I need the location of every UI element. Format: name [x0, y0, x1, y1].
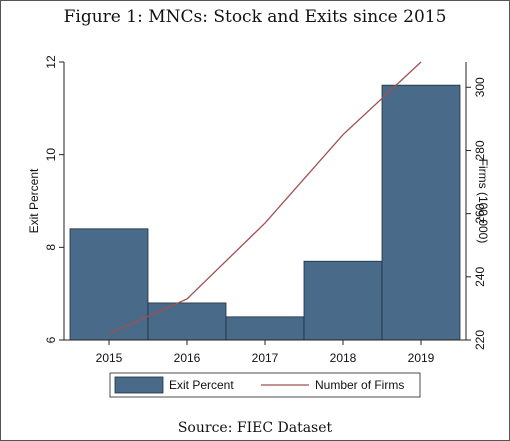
- line-number-of-firms: [108, 61, 422, 335]
- figure-title: Figure 1: MNCs: Stock and Exits since 20…: [63, 7, 447, 27]
- plot-area: 6 8 10 12 220 240 260 280 300 2015 2016 2017 2018 201…: [27, 55, 490, 398]
- legend-label-exit-percent: Exit Percent: [169, 378, 234, 392]
- bar-2019: [381, 84, 461, 341]
- y-left-axis-title: Exit Percent: [27, 168, 41, 233]
- y-left-tick-label-8: 8: [44, 244, 58, 251]
- y-right-tick-label-260: 260: [473, 203, 487, 223]
- y-right-tick-label-300: 300: [473, 77, 487, 97]
- y-right-tick-label-240: 240: [473, 266, 487, 286]
- bar-2017: [225, 316, 305, 341]
- legend-swatch-exit-percent: [114, 376, 164, 394]
- figure-source: Source: FIEC Dataset: [177, 420, 333, 436]
- x-tick-label-2015: 2015: [96, 351, 123, 365]
- bar-2018: [303, 260, 383, 341]
- x-tick-label-2017: 2017: [252, 351, 279, 365]
- x-tick-label-2016: 2016: [174, 351, 201, 365]
- y-left-tick-label-6: 6: [44, 336, 58, 343]
- y-right-tick-label-280: 280: [473, 140, 487, 160]
- legend-label-number-of-firms: Number of Firms: [315, 378, 404, 392]
- y-left-tick-label-12: 12: [44, 55, 58, 69]
- x-tick-label-2018: 2018: [330, 351, 357, 365]
- y-right-tick-label-220: 220: [473, 330, 487, 350]
- y-right-axis-title: Firms (100,000): [476, 159, 490, 244]
- x-tick-label-2019: 2019: [408, 351, 435, 365]
- bar-2015: [69, 228, 149, 341]
- y-left-tick-label-10: 10: [44, 148, 58, 162]
- bar-2016: [147, 302, 227, 341]
